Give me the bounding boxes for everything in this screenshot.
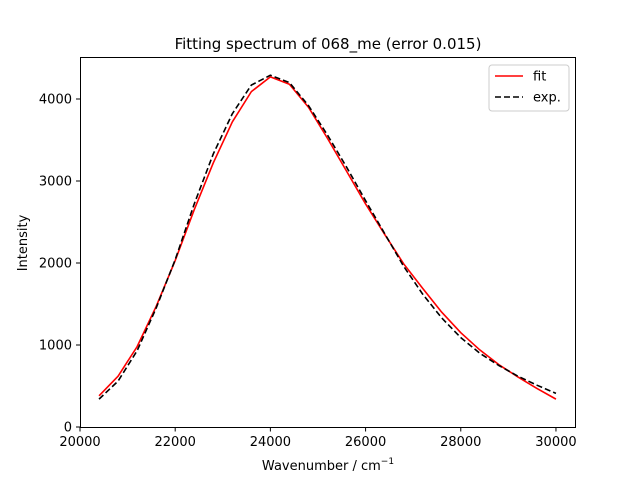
y-axis-label: Intensity	[16, 214, 31, 271]
x-tick-label: 26000	[345, 435, 386, 450]
x-tick-label: 24000	[250, 435, 291, 450]
x-axis-label: Wavenumber / cm−1	[262, 457, 394, 474]
y-tick-label: 3000	[39, 175, 72, 190]
x-tick-label: 20000	[59, 435, 100, 450]
x-tick-label: 30000	[535, 435, 576, 450]
x-axis-label-superscript: −1	[381, 457, 394, 467]
y-tick-label: 0	[64, 421, 72, 436]
x-tick-label: 28000	[440, 435, 481, 450]
chart-title: Fitting spectrum of 068_me (error 0.015)	[175, 35, 482, 54]
y-tick-label: 4000	[39, 93, 72, 108]
series-line-0	[98, 76, 557, 400]
x-axis-label-text: Wavenumber / cm	[262, 459, 381, 474]
plot-frame	[80, 57, 576, 428]
legend-label-1: exp.	[533, 91, 561, 106]
axis-ticks: 20000 22000 24000 26000 28000 30000 0 1000 2000 3…	[39, 93, 577, 451]
legend: fit exp.	[488, 64, 570, 112]
series-layer	[98, 74, 557, 400]
y-tick-label: 2000	[39, 257, 72, 272]
x-tick-label: 22000	[155, 435, 196, 450]
y-tick-label: 1000	[39, 339, 72, 354]
legend-label-0: fit	[533, 70, 546, 85]
